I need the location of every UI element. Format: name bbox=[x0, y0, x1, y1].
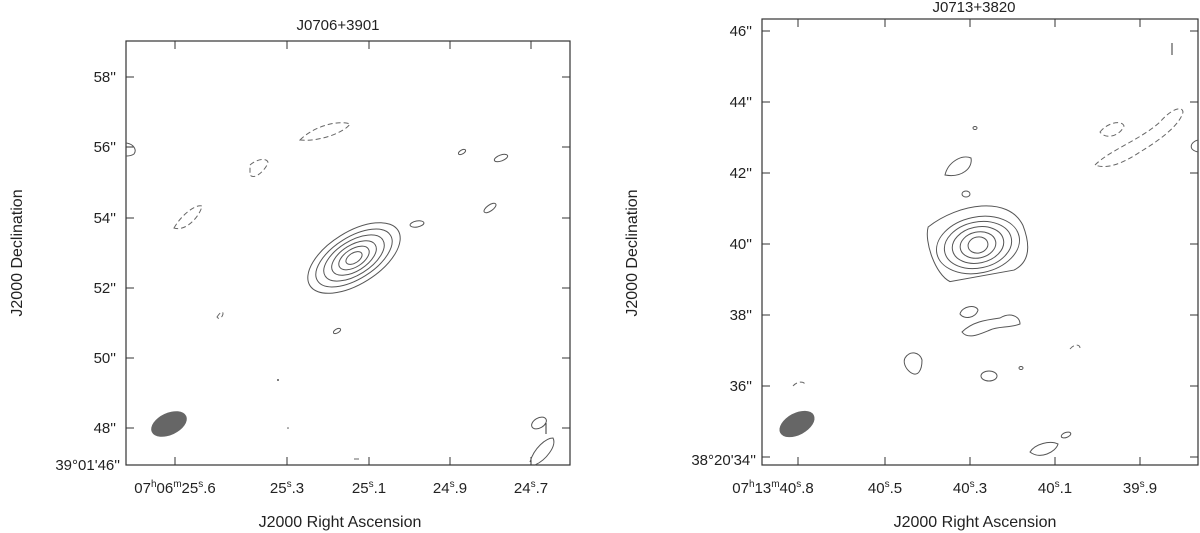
contours bbox=[125, 122, 555, 466]
y-tick-label: 38'' bbox=[730, 307, 753, 324]
contour-level bbox=[967, 236, 989, 254]
x-axis: 07h06m25s.6 25s.3 25s.1 24s.9 24s.7 J200… bbox=[134, 41, 548, 531]
contour-level bbox=[936, 215, 1020, 275]
x-axis: 07h13m40s.8 40s.5 40s.3 40s.1 39s.9 J200… bbox=[732, 19, 1157, 531]
contour bbox=[980, 370, 998, 382]
beam-ellipse bbox=[779, 410, 815, 438]
contour bbox=[972, 126, 978, 130]
contour bbox=[125, 142, 136, 157]
contour bbox=[903, 352, 923, 375]
contour-level bbox=[345, 251, 363, 265]
negative-contour bbox=[249, 159, 269, 177]
y-tick-label: 44'' bbox=[730, 94, 753, 111]
contour bbox=[457, 148, 467, 156]
contour bbox=[529, 437, 555, 466]
contour bbox=[409, 220, 425, 228]
y-axis-label: J2000 Declination bbox=[9, 189, 26, 316]
y-tick-label: 38°20'34'' bbox=[691, 452, 756, 469]
y-tick-label: 46'' bbox=[730, 23, 753, 40]
y-tick-label: 52'' bbox=[94, 280, 117, 297]
negative-contour bbox=[1094, 108, 1184, 167]
x-tick-label: 24s.7 bbox=[514, 479, 548, 497]
contours bbox=[792, 108, 1199, 456]
contour bbox=[332, 327, 342, 335]
y-axis: 58'' 56'' 54'' 52'' 50'' 48'' 39°01'46''… bbox=[9, 69, 570, 474]
y-tick-label: 36'' bbox=[730, 378, 753, 395]
negative-contour bbox=[792, 381, 806, 387]
plot-frame bbox=[761, 18, 1199, 466]
contour-level bbox=[307, 222, 401, 294]
contour-level bbox=[331, 240, 377, 276]
negative-contour bbox=[216, 311, 224, 319]
contour-level bbox=[338, 245, 370, 271]
beam-ellipse bbox=[151, 411, 187, 437]
contour-level bbox=[943, 220, 1013, 270]
negative-contour bbox=[173, 205, 203, 230]
negative-contour bbox=[298, 122, 351, 141]
contour-dot bbox=[277, 379, 279, 381]
y-tick-label: 48'' bbox=[94, 420, 117, 437]
y-tick-label: 42'' bbox=[730, 165, 753, 182]
contour-level bbox=[959, 231, 997, 259]
contour bbox=[531, 416, 547, 430]
x-tick-label: 07h06m25s.6 bbox=[134, 479, 215, 497]
contour bbox=[961, 314, 1021, 337]
y-tick-label: 39°01'46'' bbox=[55, 457, 120, 474]
contour-level bbox=[926, 205, 1029, 283]
contour bbox=[959, 306, 979, 318]
y-axis: 46'' 44'' 42'' 40'' 38'' 36'' 38°20'34''… bbox=[624, 23, 1198, 469]
contour bbox=[1190, 139, 1199, 153]
source-contours bbox=[307, 222, 401, 294]
y-tick-label: 58'' bbox=[94, 69, 117, 86]
y-tick-label: 40'' bbox=[730, 236, 753, 253]
x-tick-label: 24s.9 bbox=[433, 479, 467, 497]
contour-level bbox=[315, 228, 393, 288]
x-tick-label: 39s.9 bbox=[1123, 479, 1157, 497]
contour bbox=[1018, 366, 1024, 370]
x-tick-label: 25s.3 bbox=[270, 479, 304, 497]
x-axis-label: J2000 Right Ascension bbox=[259, 514, 422, 531]
x-tick-label: 40s.1 bbox=[1038, 479, 1072, 497]
panel-right: J0713+3820 46'' 44'' 42'' 40'' 38'' 36''… bbox=[624, 0, 1199, 531]
x-axis-label: J2000 Right Ascension bbox=[894, 514, 1057, 531]
x-tick-label: 07h13m40s.8 bbox=[732, 479, 813, 497]
chart-title: J0706+3901 bbox=[297, 17, 380, 34]
y-axis-label: J2000 Declination bbox=[624, 189, 641, 316]
contour bbox=[1029, 441, 1059, 456]
contour bbox=[961, 190, 971, 198]
contour bbox=[944, 156, 972, 177]
negative-contour bbox=[1099, 122, 1125, 137]
contour-dot bbox=[287, 427, 289, 429]
contour-level bbox=[951, 226, 1005, 264]
y-tick-label: 54'' bbox=[94, 210, 117, 227]
negative-contour bbox=[1069, 344, 1081, 350]
plot-frame bbox=[125, 40, 571, 466]
contour bbox=[483, 202, 497, 214]
y-tick-label: 56'' bbox=[94, 139, 117, 156]
x-tick-label: 25s.1 bbox=[352, 479, 386, 497]
contour bbox=[493, 153, 509, 163]
y-tick-label: 50'' bbox=[94, 350, 117, 367]
chart-title: J0713+3820 bbox=[933, 0, 1016, 16]
panel-left: J0706+3901 58'' 56'' 54'' 52'' 50'' 48''… bbox=[9, 17, 571, 531]
contour bbox=[1060, 431, 1072, 439]
source-contours bbox=[926, 205, 1029, 283]
contour-level bbox=[323, 234, 385, 282]
x-tick-label: 40s.5 bbox=[868, 479, 902, 497]
x-tick-label: 40s.3 bbox=[953, 479, 987, 497]
